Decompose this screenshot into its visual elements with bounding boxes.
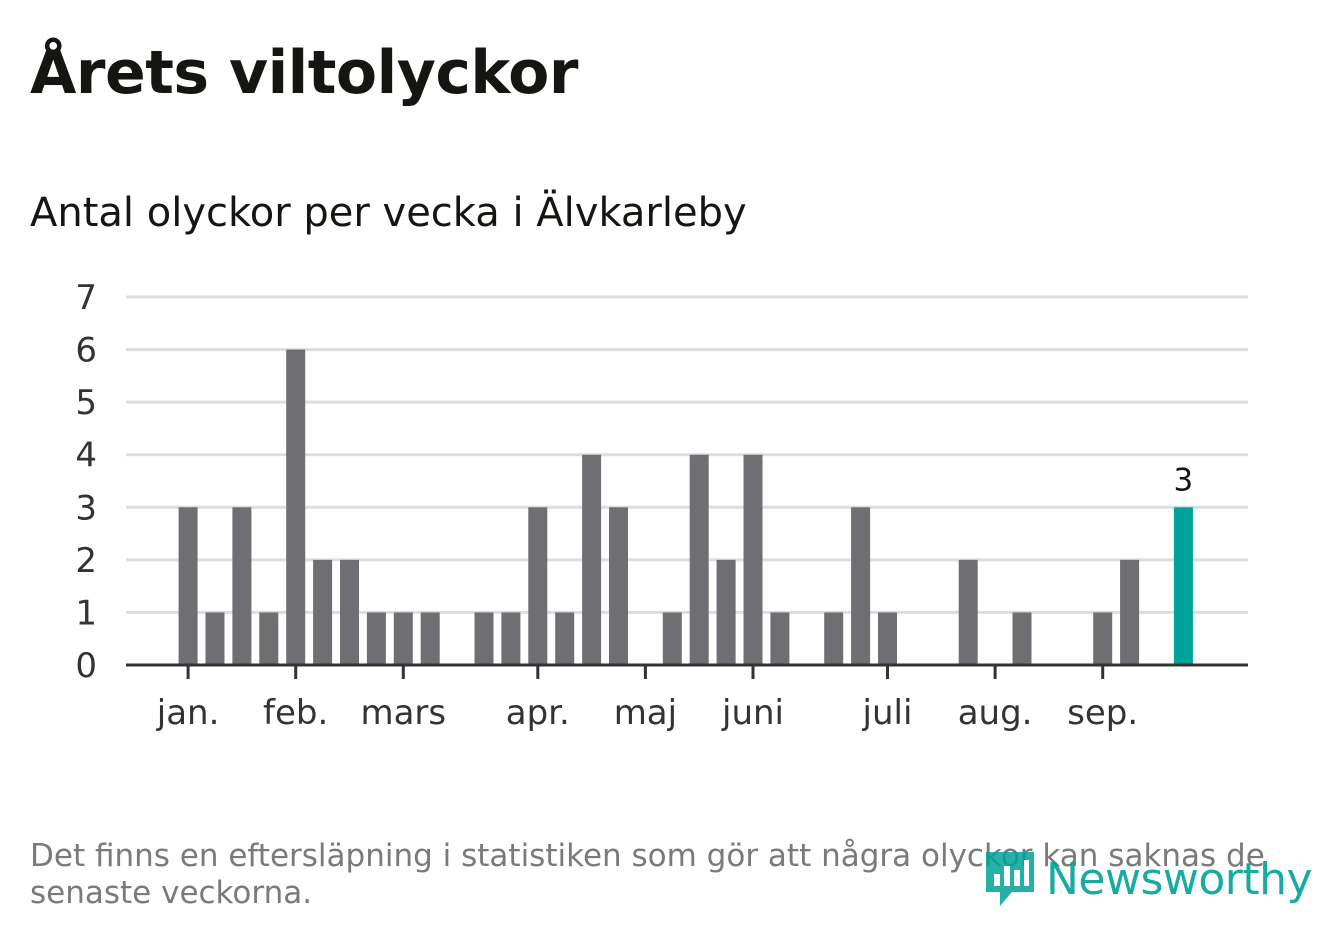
y-tick-label: 7 [75, 278, 97, 318]
bar [582, 454, 602, 665]
x-tick-label: mars [360, 693, 446, 733]
x-tick-label: juli [862, 693, 913, 733]
y-tick-label: 0 [75, 646, 97, 686]
bar [528, 507, 548, 665]
x-tick-label: maj [614, 693, 677, 733]
bar [178, 507, 198, 665]
bar [474, 612, 494, 665]
bar [958, 559, 978, 665]
bar [662, 612, 682, 665]
bar [340, 559, 359, 665]
y-tick-label: 4 [75, 436, 97, 476]
x-tick-label: aug. [958, 693, 1033, 733]
bar [313, 559, 333, 665]
y-tick-label: 3 [75, 488, 97, 528]
bar [770, 612, 790, 665]
bar [555, 612, 575, 665]
bar [420, 612, 440, 665]
newsworthy-logo: Newsworthy [982, 848, 1313, 910]
bar [1120, 559, 1140, 665]
x-tick-label: juni [721, 693, 784, 733]
bar [501, 612, 521, 665]
bar [1012, 612, 1032, 665]
logo-text: Newsworthy [1046, 853, 1313, 905]
x-tick-label: apr. [506, 693, 570, 733]
bar [259, 612, 279, 665]
x-tick-label: sep. [1067, 693, 1138, 733]
bar [232, 507, 252, 665]
chart-subtitle: Antal olyckor per vecka i Älvkarleby [30, 190, 747, 236]
bar [743, 454, 763, 665]
footnote: Det finns en eftersläpning i statistiken… [30, 838, 1265, 911]
highlight-bar [1173, 507, 1193, 665]
x-tick-label: jan. [156, 693, 220, 733]
data-label: 3 [1174, 462, 1194, 498]
bar-chart-speech-icon [986, 852, 1034, 906]
bar [824, 612, 844, 665]
bar-chart: 0 1 2 3 4 5 6 7 3 jan. feb. mars apr. maj juni juli aug.… [75, 278, 1248, 733]
y-tick-label: 2 [75, 541, 97, 581]
bar [689, 454, 709, 665]
x-tick-label: feb. [263, 693, 328, 733]
bar [366, 612, 386, 665]
bar [205, 612, 225, 665]
y-tick-label: 6 [75, 331, 97, 371]
bar [609, 507, 628, 665]
bar [393, 612, 413, 665]
bar [878, 612, 897, 665]
y-tick-label: 1 [75, 593, 97, 633]
bar [851, 507, 871, 665]
bar [286, 349, 306, 665]
chart-title: Årets viltolyckor [30, 38, 579, 108]
y-tick-label: 5 [75, 383, 97, 423]
bar [1093, 612, 1113, 665]
bar [716, 559, 736, 665]
